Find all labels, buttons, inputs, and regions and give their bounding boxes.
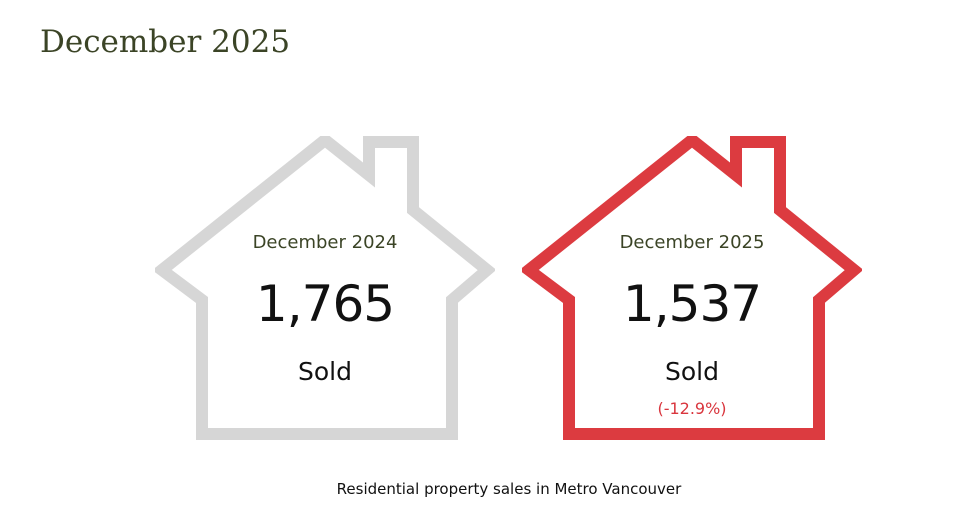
- chart-caption: Residential property sales in Metro Vanc…: [336, 480, 682, 498]
- house-outline-2024: [155, 136, 495, 440]
- period-label: December 2024: [252, 232, 398, 253]
- year-over-year-change: (-12.9%): [657, 399, 727, 418]
- house-icon: [155, 136, 495, 440]
- sold-unit-label: Sold: [298, 357, 352, 386]
- sold-unit-label: Sold: [665, 357, 719, 386]
- sold-count-value: 1,765: [255, 275, 395, 333]
- page-title: December 2025: [40, 24, 291, 60]
- period-label: December 2025: [619, 232, 765, 253]
- house-card-2024: December 2024 1,765 Sold: [155, 136, 495, 440]
- house-icon: [522, 136, 862, 440]
- house-card-2025: December 2025 1,537 Sold (-12.9%): [522, 136, 862, 440]
- sold-count-value: 1,537: [622, 275, 762, 333]
- house-outline-2025: [522, 136, 862, 440]
